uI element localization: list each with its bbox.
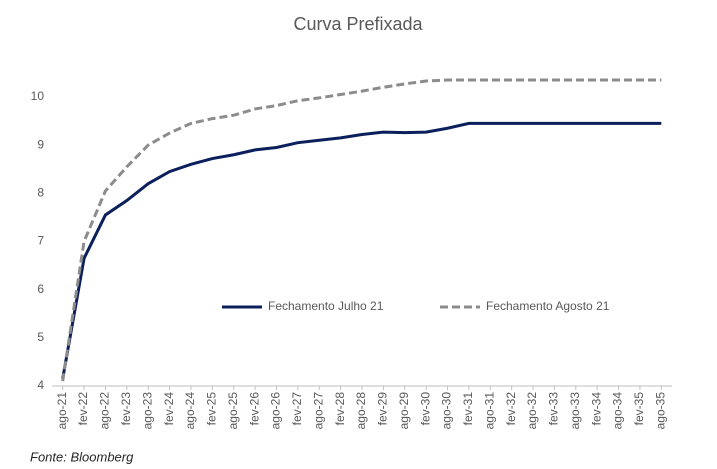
chart-title: Curva Prefixada [293, 14, 423, 34]
x-tick-label: ago-31 [482, 392, 496, 430]
legend-label: Fechamento Julho 21 [268, 299, 384, 313]
x-tick-label: ago-33 [568, 392, 582, 430]
x-tick-label: ago-28 [354, 392, 368, 430]
x-tick-label: ago-30 [440, 392, 454, 430]
x-tick-label: fev-24 [162, 392, 176, 426]
x-tick-label: fev-22 [76, 392, 90, 426]
x-tick-label: ago-34 [611, 392, 625, 430]
x-tick-label: ago-26 [269, 392, 283, 430]
x-tick-label: fev-32 [504, 392, 518, 426]
x-tick-label: ago-23 [140, 392, 154, 430]
x-tick-label: ago-29 [397, 392, 411, 430]
y-tick-label: 4 [37, 378, 44, 392]
y-tick-label: 5 [37, 330, 44, 344]
y-tick-label: 7 [37, 234, 44, 248]
x-tick-label: fev-23 [119, 392, 133, 426]
x-tick-label: ago-22 [98, 392, 112, 430]
x-tick-label: ago-27 [311, 392, 325, 430]
legend-label: Fechamento Agosto 21 [486, 299, 610, 313]
x-tick-label: ago-21 [55, 392, 69, 430]
x-tick-label: fev-27 [290, 392, 304, 426]
x-tick-label: fev-29 [376, 392, 390, 426]
x-tick-label: fev-33 [547, 392, 561, 426]
x-tick-label: fev-28 [333, 392, 347, 426]
y-tick-label: 9 [37, 137, 44, 151]
y-tick-label: 6 [37, 282, 44, 296]
y-tick-label: 8 [37, 185, 44, 199]
source-note: Fonte: Bloomberg [30, 449, 134, 464]
x-tick-label: fev-30 [418, 392, 432, 426]
x-tick-label: ago-32 [525, 392, 539, 430]
series-line [61, 121, 662, 380]
x-tick-label: ago-25 [226, 392, 240, 430]
x-tick-label: ago-35 [653, 392, 667, 430]
x-tick-label: fev-26 [247, 392, 261, 426]
x-tick-label: fev-31 [461, 392, 475, 426]
x-tick-label: ago-24 [183, 392, 197, 430]
x-tick-label: fev-25 [205, 392, 219, 426]
y-tick-label: 10 [31, 89, 45, 103]
series-line [61, 78, 662, 382]
x-tick-label: fev-34 [589, 392, 603, 426]
x-tick-label: fev-35 [632, 392, 646, 426]
